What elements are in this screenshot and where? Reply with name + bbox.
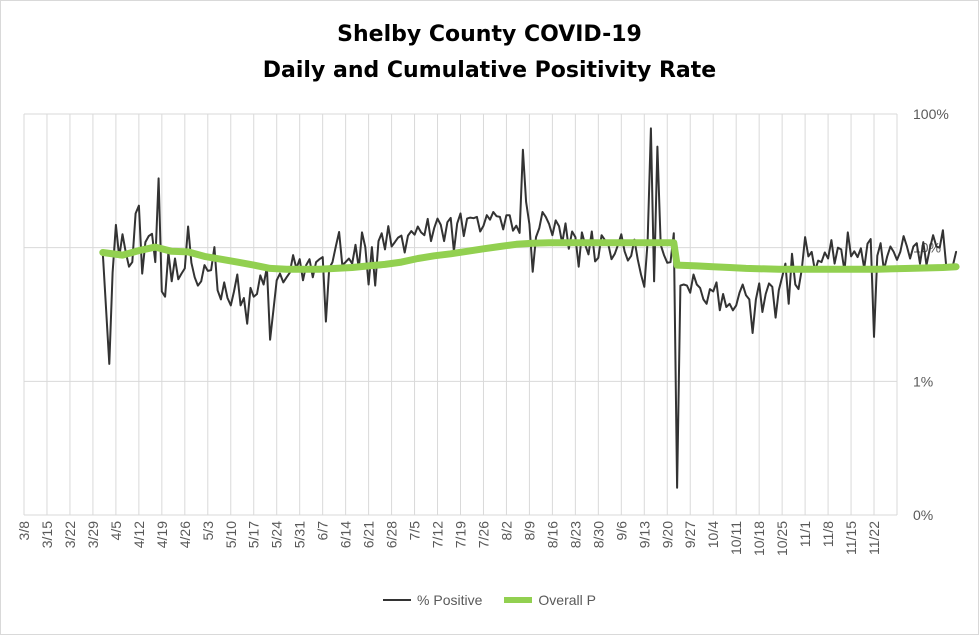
x-tick-label: 4/5 (108, 521, 124, 541)
x-tick-label: 10/4 (705, 521, 721, 548)
x-tick-label: 3/22 (62, 521, 78, 548)
y-tick-label: 10% (913, 240, 941, 256)
x-tick-label: 4/12 (131, 521, 147, 548)
x-tick-label: 9/6 (613, 521, 629, 541)
chart-title: Shelby County COVID-19 (337, 22, 642, 47)
x-tick-label: 6/14 (338, 521, 354, 548)
x-tick-label: 3/29 (85, 521, 101, 548)
x-tick-label: 7/12 (430, 521, 446, 548)
x-tick-label: 7/5 (407, 521, 423, 541)
legend-label-positive: % Positive (417, 592, 483, 608)
series-lines (99, 127, 960, 489)
x-tick-label: 8/30 (590, 521, 606, 548)
x-tick-label: 8/23 (567, 521, 583, 548)
x-tick-label: 10/11 (728, 521, 744, 555)
x-tick-label: 5/24 (269, 521, 285, 548)
x-tick-label: 9/13 (636, 521, 652, 548)
x-tick-label: 5/3 (200, 521, 216, 541)
y-tick-label: 0% (913, 507, 933, 523)
y-tick-label: 100% (913, 106, 949, 122)
x-tick-label: 10/18 (751, 521, 767, 556)
x-tick-label: 8/9 (521, 521, 537, 541)
x-tick-label: 6/21 (361, 521, 377, 548)
x-tick-label: 11/8 (820, 521, 836, 547)
x-tick-label: 9/20 (659, 521, 675, 548)
y-tick-label: 1% (913, 373, 933, 389)
x-tick-label: 6/28 (384, 521, 400, 548)
x-tick-label: 9/27 (682, 521, 698, 548)
gridlines (23, 113, 898, 516)
x-tick-label: 4/19 (154, 521, 170, 548)
legend: % Positive Overall P (0, 592, 979, 608)
x-tick-label: 5/17 (246, 521, 262, 548)
series-line-overall (99, 239, 960, 273)
x-tick-label: 11/1 (797, 521, 813, 547)
x-tick-label: 4/26 (177, 521, 193, 548)
x-tick-label: 8/2 (498, 521, 514, 541)
x-tick-label: 5/31 (292, 521, 308, 548)
legend-item-positive: % Positive (383, 592, 482, 608)
x-tick-label: 6/7 (315, 521, 331, 541)
x-tick-label: 3/8 (16, 521, 32, 541)
x-tick-label: 7/19 (453, 521, 469, 548)
x-tick-label: 8/16 (544, 521, 560, 548)
legend-swatch-positive (383, 599, 412, 601)
legend-swatch-overall (504, 597, 533, 603)
x-tick-label: 11/22 (866, 521, 882, 555)
x-tick-label: 10/25 (774, 521, 790, 556)
chart-subtitle: Daily and Cumulative Positivity Rate (262, 58, 717, 83)
legend-label-overall: Overall P (538, 592, 596, 608)
legend-item-overall: Overall P (504, 592, 596, 608)
x-tick-label: 11/15 (843, 521, 859, 555)
x-tick-label: 3/15 (39, 521, 55, 548)
x-tick-label: 5/10 (223, 521, 239, 548)
y-axis: 100% 10% 1% 0% (913, 106, 949, 523)
x-axis: 3/8 3/15 3/22 3/29 4/5 4/12 4/19 4/26 5/3 5/10 5/1… (16, 521, 882, 556)
x-tick-label: 7/26 (475, 521, 491, 548)
